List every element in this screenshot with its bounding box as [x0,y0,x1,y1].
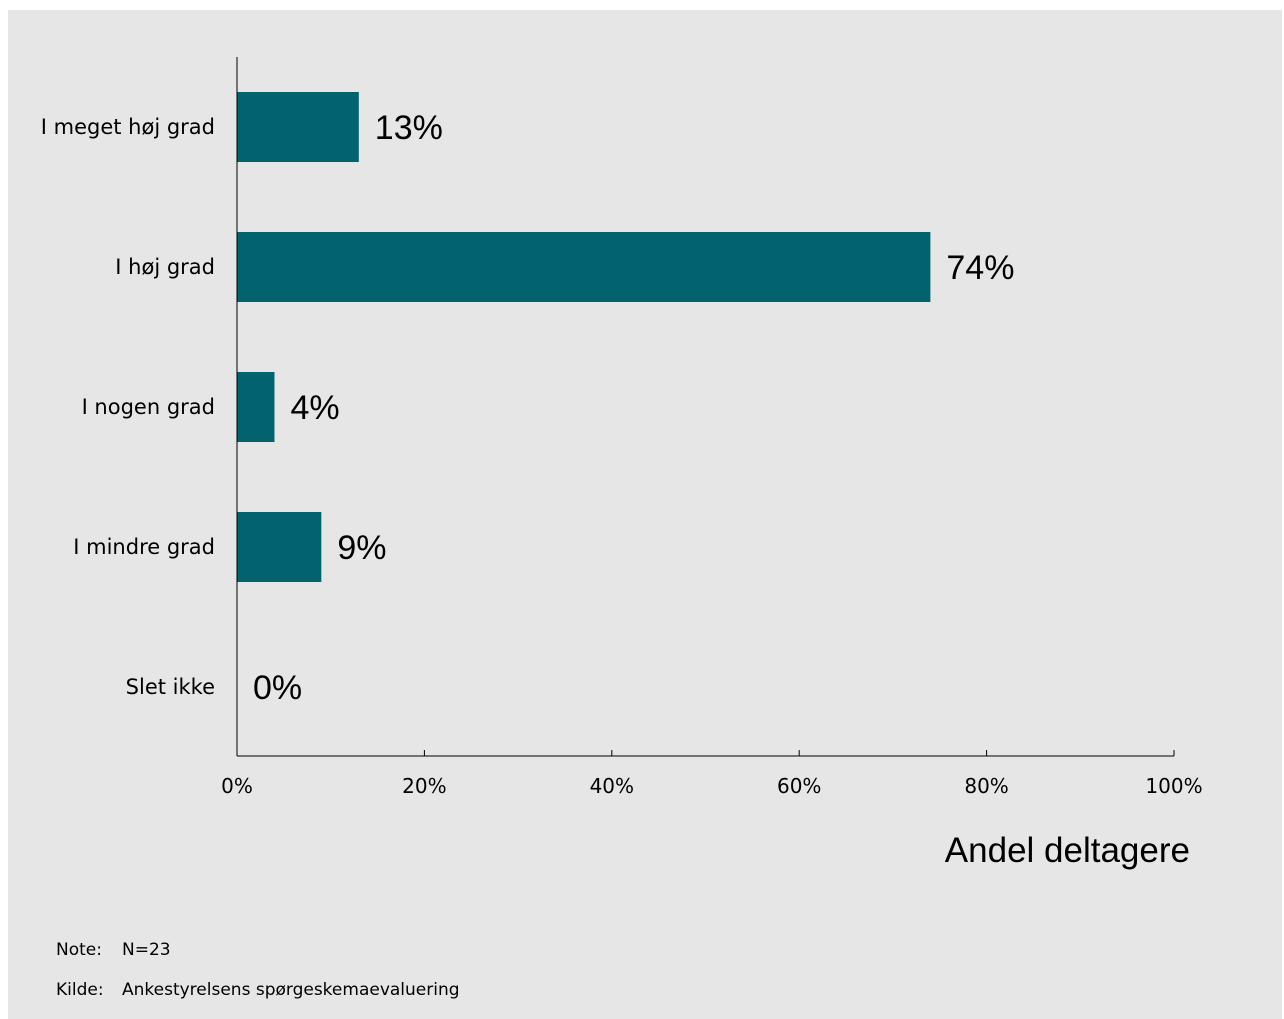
bar [237,232,931,302]
footnote-source: Kilde: Ankestyrelsens spørgeskemaevalueri… [56,980,460,1000]
category-label: I nogen grad [82,395,215,419]
source-text: Ankestyrelsens spørgeskemaevaluering [122,980,460,1000]
note-key: Note: [56,940,102,960]
bar [237,372,275,442]
chart-panel: I meget høj grad 13% I høj grad 74% I nogen … [8,10,1282,1019]
bar [237,92,359,162]
category-label: I mindre grad [73,535,215,559]
x-tick-label: 80% [964,774,1008,798]
bar-chart: I meget høj grad 13% I høj grad 74% I nogen … [41,57,1203,870]
x-tick-label: 100% [1145,774,1202,798]
data-label: 0% [253,669,302,707]
footnote-note: Note: N=23 [56,940,171,960]
x-tick-label: 40% [590,774,634,798]
bar [237,512,322,582]
x-tick-label: 20% [402,774,446,798]
data-label: 9% [337,529,386,567]
x-tick-label: 0% [221,774,253,798]
category-label: I meget høj grad [41,115,215,139]
category-label: Slet ikke [126,675,215,699]
source-key: Kilde: [56,980,104,1000]
x-axis-title: Andel deltagere [945,831,1190,870]
data-label: 13% [375,109,443,147]
note-text: N=23 [122,940,171,960]
category-label: I høj grad [115,255,215,279]
data-label: 4% [290,389,339,427]
data-label: 74% [946,249,1014,287]
x-tick-label: 60% [777,774,821,798]
